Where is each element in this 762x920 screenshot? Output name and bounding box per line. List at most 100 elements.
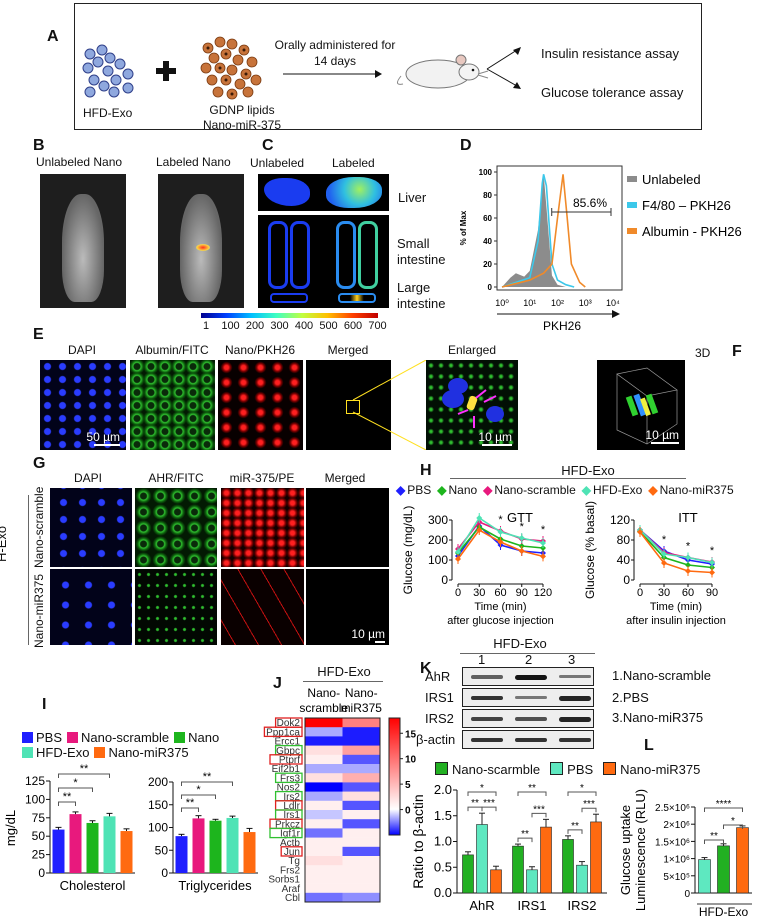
heatmap-cell-Sorbs1-0 — [305, 874, 343, 884]
g-merged-scramble-image — [306, 488, 389, 567]
legend-item: ◆ Nano — [437, 483, 477, 497]
y-tick-label: 2×10⁶ — [663, 820, 690, 831]
group-underline — [460, 653, 595, 654]
bar-0 — [175, 836, 188, 873]
x-axis-title: Time (min) — [474, 601, 526, 613]
gene-label-Irs2: Irs2 — [283, 792, 300, 803]
heatmap-cell-Jun-1 — [342, 846, 380, 857]
bar-1 — [717, 845, 730, 894]
large-intestine-unlabeled — [270, 293, 308, 303]
colorbar-tick: 300 — [270, 320, 289, 332]
significance-label: ** — [471, 798, 479, 809]
bar-PBS-IRS1 — [526, 869, 538, 894]
blot-band — [559, 675, 591, 679]
i-legend: PBS Nano-scramble Nano HFD-Exo Nano-miR375 — [22, 730, 242, 760]
y-tick-label: 150 — [148, 798, 168, 812]
blot-strip-IRS2 — [462, 709, 594, 728]
blot-row-label-IRS2: IRS2 — [425, 711, 454, 726]
bar-1 — [192, 818, 205, 873]
significance-marker: * — [662, 534, 667, 546]
panel-label-d: D — [460, 137, 472, 154]
scalebar: 10 µm — [645, 428, 679, 444]
legend-label: Unlabeled — [642, 172, 701, 187]
heatmap-cell-Tg-0 — [305, 856, 343, 866]
legend-label: PBS — [407, 483, 432, 497]
legend-swatch — [550, 762, 564, 775]
gene-label-Dok2: Dok2 — [277, 718, 301, 729]
heatmap-cell-Actb-1 — [342, 837, 380, 848]
liver-image — [258, 174, 389, 211]
panel-label-b: B — [33, 137, 45, 154]
gene-label-Igf1r: Igf1r — [280, 829, 301, 840]
bar-0 — [698, 859, 711, 894]
gene-label-Frs3: Frs3 — [280, 773, 300, 784]
y-tick-label: 2.0 — [434, 782, 452, 797]
panel-label-c: C — [262, 137, 274, 154]
x-tick-label: 60 — [682, 587, 694, 599]
group-underline — [303, 681, 383, 682]
colorbar-tick: 600 — [343, 320, 363, 332]
panel-label-f: F — [732, 343, 742, 360]
fluorescence-signal — [196, 244, 210, 251]
column-header: Nano- — [345, 686, 378, 700]
significance-bracket — [517, 791, 547, 796]
group-underline — [450, 478, 686, 479]
legend-item: ◆ PBS — [396, 483, 431, 497]
arrow-head-icon — [612, 310, 620, 318]
panel-a-schematic: HFD-Exo GDNP lipids Nano-miR-375 Orally … — [74, 3, 702, 132]
y-tick-label: 0 — [441, 573, 448, 587]
gate-percentage: 85.6% — [573, 196, 607, 210]
legend-item: Nano — [174, 730, 219, 745]
significance-bracket — [58, 801, 76, 806]
significance-bracket — [181, 807, 199, 812]
gene-label-Actb: Actb — [280, 838, 300, 849]
significance-bracket — [181, 781, 233, 786]
x-axis-title: Cholesterol — [60, 878, 126, 893]
chart-title: ITT — [678, 510, 698, 525]
heatmap-cell-Gbpc-1 — [342, 745, 380, 756]
column-header: miR375 — [341, 701, 383, 715]
g-title-ahr: AHR/FITC — [148, 471, 204, 485]
heatmap-cell-Jun-0 — [305, 846, 343, 857]
y-tick-label: 100 — [25, 792, 45, 806]
data-point — [685, 562, 691, 568]
y-tick-label: 120 — [610, 513, 630, 527]
significance-label: *** — [533, 804, 545, 815]
y-tick-label: 20 — [483, 260, 492, 269]
heatmap-cell-Sorbs1-1 — [342, 874, 380, 884]
y-axis-title: Ratio to β-actin — [410, 794, 426, 888]
y-tick-label: 2.5×10⁶ — [655, 803, 690, 814]
gene-label-Prkcz: Prkcz — [275, 819, 300, 830]
significance-label: * — [480, 783, 484, 794]
legend-item: PBS — [550, 762, 593, 777]
bar-3 — [103, 816, 116, 873]
legend-label: Nano-scarmble — [452, 762, 541, 777]
y-tick-label: 50 — [155, 843, 169, 857]
liver-label: Liver — [398, 190, 427, 205]
lane-number: 1 — [478, 652, 486, 667]
liver-unlabeled — [264, 178, 310, 206]
nanoparticle-cluster-icon — [200, 36, 262, 100]
heatmap-cell-Ercc1-0 — [305, 736, 343, 746]
x-tick-label: 10¹ — [523, 298, 536, 308]
significance-label: **** — [716, 799, 732, 810]
e-title-nano: Nano/PKH26 — [224, 343, 296, 357]
y-tick-label: 40 — [617, 553, 631, 567]
significance-label: ** — [186, 797, 195, 809]
blot-band — [559, 696, 591, 701]
heatmap-cell-Ptprf-0 — [305, 754, 343, 765]
large-intestine-labeled — [338, 293, 376, 303]
legend-swatch — [94, 747, 106, 758]
y-tick-label: 1.5 — [434, 808, 452, 823]
gene-label-Nos2: Nos2 — [277, 783, 301, 794]
scalebar: 50 µm — [86, 430, 120, 446]
heatmap-cell-Irs2-1 — [342, 791, 380, 802]
heatmap-cell-Araf-1 — [342, 883, 380, 894]
heatmap-cell-Cbl-1 — [342, 892, 380, 903]
scalebar-label: 10 µm — [645, 428, 679, 442]
blot-row-label-β-actin: β-actin — [416, 732, 456, 747]
bar-Nano-scarmble-IRS1 — [512, 845, 524, 894]
data-point — [455, 549, 461, 555]
g-title-dapi: DAPI — [73, 471, 103, 485]
